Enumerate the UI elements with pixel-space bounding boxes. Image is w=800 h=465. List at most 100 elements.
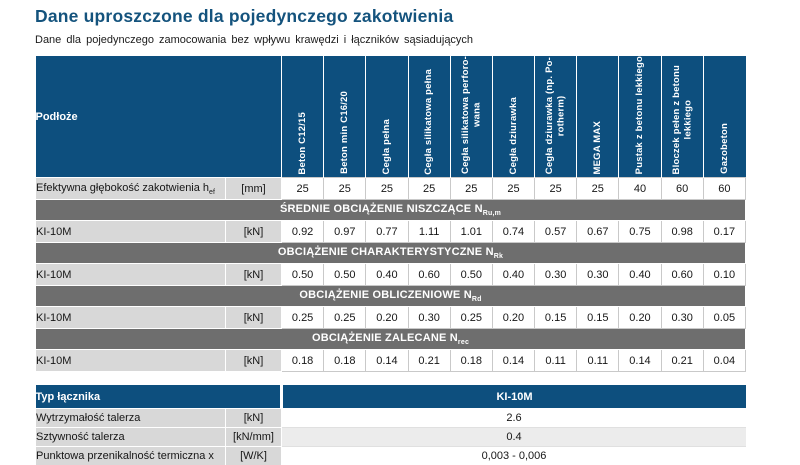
value-cell: 25	[576, 177, 620, 201]
column-header-label: Pustak z betonu lekkiego	[634, 56, 646, 175]
substrate-header-label: Podłoże	[35, 110, 78, 123]
value-cell: 1.11	[407, 220, 451, 244]
connector-row-plate-strength: Wytrzymałość talerza [kN] 2.6	[35, 407, 746, 428]
value-cell: 0.74	[491, 220, 536, 244]
column-header-label: Cegła dziurawka (np. Po- rotherm)	[544, 57, 567, 175]
section-title-text: OBCIĄŻENIE ZALECANE N	[311, 332, 458, 345]
value-cell: 0.40	[365, 263, 409, 287]
section-title-text: ŚREDNIE OBCIĄŻENIE NISZCZĄCE N	[279, 203, 483, 216]
column-header-label: Bloczek pełen z betonu lekkiego	[670, 64, 694, 175]
section-header-row: OBCIĄŻENIE OBLICZENIOWE NRd	[35, 285, 746, 308]
value-cell: 0.67	[576, 220, 620, 244]
unit-cell: [mm]	[224, 177, 283, 201]
unit-cell: [W/K]	[224, 445, 283, 465]
section-title-recommended-load: OBCIĄŻENIE ZALECANE Nrec	[35, 328, 746, 351]
row-label: Wytrzymałość talerza	[35, 407, 226, 428]
main-header-row: Podłoże Beton C12/15 Beton min C16/20 Cegł…	[35, 56, 746, 178]
connector-type-header: Typ łącznika	[35, 385, 284, 409]
section-title-subscript: Rk	[493, 253, 504, 261]
value-cell: 0.20	[365, 306, 409, 330]
value-cell: 0.97	[323, 220, 367, 244]
value-cell: 60	[702, 177, 747, 201]
value-cell: 25	[365, 177, 409, 201]
value-cell: 0.21	[660, 349, 704, 373]
value-cell: 0.15	[576, 306, 620, 330]
value-cell: 0.15	[534, 306, 578, 330]
value-cell: 0.60	[407, 263, 451, 287]
value-cell: 0.92	[281, 220, 325, 244]
page-title: Dane uproszczone dla pojedynczego zakotw…	[35, 6, 454, 26]
value-cell: 0.30	[407, 306, 451, 330]
value-cell: 0.18	[449, 349, 493, 373]
value-cell: 0.40	[618, 263, 662, 287]
value-cell: 25	[491, 177, 536, 201]
column-header: Cegła silikatowa pełna	[407, 56, 451, 178]
column-header: Cegła dziurawka	[491, 56, 535, 178]
value-cell: 0,003 - 0,006	[281, 446, 746, 465]
value-cell: 60	[660, 177, 704, 201]
data-row-ki10m: KI-10M [kN] 0.50 0.50 0.40 0.60 0.50 0.40 0.30…	[35, 263, 747, 287]
unit-cell: [kN]	[224, 407, 283, 428]
value-cell: 0.60	[660, 263, 704, 287]
value-cell: 0.30	[534, 263, 578, 287]
value-cell: 1.01	[449, 220, 493, 244]
value-cell: 0.20	[491, 306, 536, 330]
value-cell: 0.21	[407, 349, 451, 373]
row-label: KI-10M	[35, 349, 226, 373]
value-cell: 0.30	[660, 306, 704, 330]
value-cell: 40	[618, 177, 662, 201]
value-cell: 0.14	[491, 349, 536, 373]
column-header: Bloczek pełen z betonu lekkiego	[660, 56, 704, 178]
depth-row-label-subscript: ef	[209, 188, 215, 196]
column-header-label: Cegła dziurawka	[507, 96, 519, 175]
value-cell: 0.77	[365, 220, 409, 244]
section-title-subscript: Ru,m	[482, 210, 502, 218]
connector-row-thermal-transmittance: Punktowa przenikalność termiczna x [W/K]…	[35, 445, 746, 465]
value-cell: 0.50	[281, 263, 325, 287]
column-header: Cegła pełna	[365, 56, 409, 178]
unit-cell: [kN/mm]	[224, 426, 283, 447]
section-title-design-load: OBCIĄŻENIE OBLICZENIOWE NRd	[35, 285, 746, 308]
section-title-characteristic-load: OBCIĄŻENIE CHARAKTERYSTYCZNE NRk	[35, 242, 746, 265]
value-cell: 0.18	[323, 349, 367, 373]
value-cell: 0.75	[618, 220, 662, 244]
value-cell: 0.98	[660, 220, 704, 244]
row-label: KI-10M	[35, 220, 226, 244]
value-cell: 25	[323, 177, 367, 201]
depth-row-label: Efektywna głębokość zakotwienia hef	[35, 177, 226, 201]
column-header: Cegła silikatowa perforo- wana	[449, 56, 493, 178]
value-cell: 0.30	[576, 263, 620, 287]
value-cell: 0.20	[618, 306, 662, 330]
value-cell: 0.25	[449, 306, 493, 330]
value-cell: 0.05	[702, 306, 747, 330]
value-cell: 0.14	[618, 349, 662, 373]
row-label: Punktowa przenikalność termiczna x	[35, 445, 226, 465]
section-title-text: OBCIĄŻENIE CHARAKTERYSTYCZNE N	[277, 246, 494, 259]
depth-row-label-text: Efektywna głębokość zakotwienia h	[36, 181, 210, 194]
column-header: Gazobeton	[702, 56, 746, 178]
connector-header-row: Typ łącznika KI-10M	[35, 385, 746, 409]
unit-cell: [kN]	[224, 220, 283, 244]
section-header-row: OBCIĄŻENIE ZALECANE Nrec	[35, 328, 746, 351]
value-cell: 25	[407, 177, 451, 201]
depth-row: Efektywna głębokość zakotwienia hef [mm]…	[35, 177, 747, 201]
value-cell: 0.17	[702, 220, 747, 244]
value-cell: 0.25	[281, 306, 325, 330]
column-header: Cegła dziurawka (np. Po- rotherm)	[534, 56, 577, 178]
section-header-row: OBCIĄŻENIE CHARAKTERYSTYCZNE NRk	[35, 242, 746, 265]
column-header-label: Beton C12/15	[296, 111, 308, 175]
value-cell: 0.11	[534, 349, 578, 373]
value-cell: 0.11	[576, 349, 620, 373]
substrate-header-cell: Podłoże	[35, 56, 282, 178]
value-cell: 0.57	[534, 220, 578, 244]
row-label: KI-10M	[35, 306, 226, 330]
connector-model-header: KI-10M	[281, 385, 746, 409]
column-header-label: Cegła silikatowa perforo- wana	[459, 56, 483, 175]
column-header: MEGA MAX	[576, 56, 619, 178]
value-cell: 0.14	[365, 349, 409, 373]
value-cell: 0.50	[323, 263, 367, 287]
section-title-text: OBCIĄŻENIE OBLICZENIOWE N	[299, 289, 472, 302]
value-cell: 0.4	[281, 427, 746, 447]
connector-table: Typ łącznika KI-10M Wytrzymałość talerza…	[35, 385, 746, 465]
unit-cell: [kN]	[224, 349, 283, 373]
